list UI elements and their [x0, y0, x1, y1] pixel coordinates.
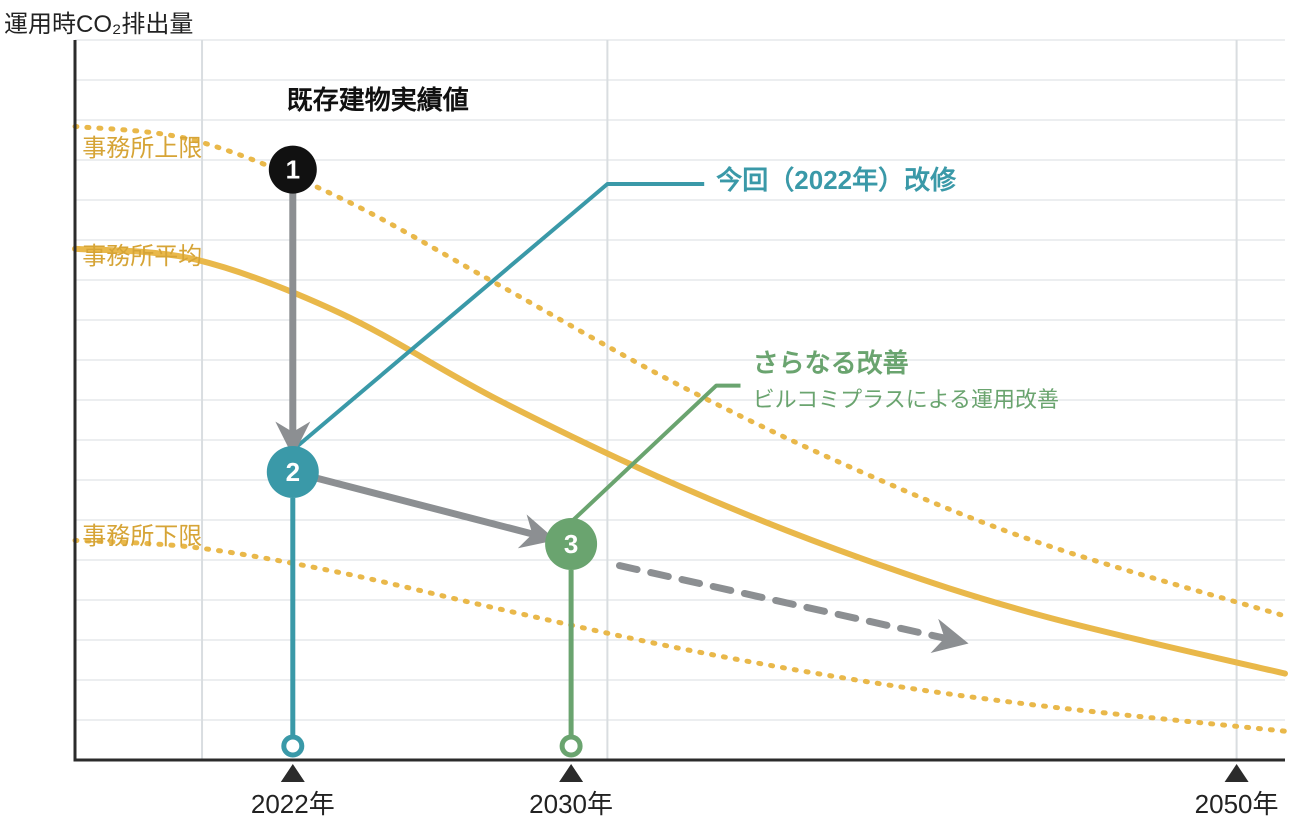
xlabel-2030: 2030年	[511, 784, 631, 821]
node-n2-num: 2	[286, 457, 300, 487]
drop-marker-n3	[562, 737, 580, 755]
xtick-marker-1	[559, 764, 583, 782]
y-axis-label: 運用時CO₂排出量	[4, 4, 193, 39]
xtick-marker-0	[281, 764, 305, 782]
band-label-lower: 事務所下限	[82, 516, 202, 551]
xtick-marker-2	[1225, 764, 1249, 782]
node-n3-num: 3	[564, 529, 578, 559]
drop-marker-n2	[284, 737, 302, 755]
band-mid	[75, 249, 1285, 674]
annot-further-improvement-sub: ビルコミプラスによる運用改善	[753, 382, 1059, 414]
band-label-upper: 事務所上限	[82, 128, 202, 163]
node-n1-num: 1	[286, 155, 300, 185]
band-lower	[75, 540, 1285, 731]
annot-2022-renovation: 今回（2022年）改修	[716, 160, 956, 197]
band-label-mid: 事務所平均	[82, 236, 202, 271]
chart-svg: 1 2 3	[0, 0, 1314, 830]
arrow-1	[318, 479, 546, 538]
xlabel-2050: 2050年	[1177, 784, 1297, 821]
annot-further-improvement: さらなる改善	[753, 343, 909, 380]
xlabel-2022: 2022年	[233, 784, 353, 821]
annot-existing-building: 既存建物実績値	[287, 80, 469, 117]
